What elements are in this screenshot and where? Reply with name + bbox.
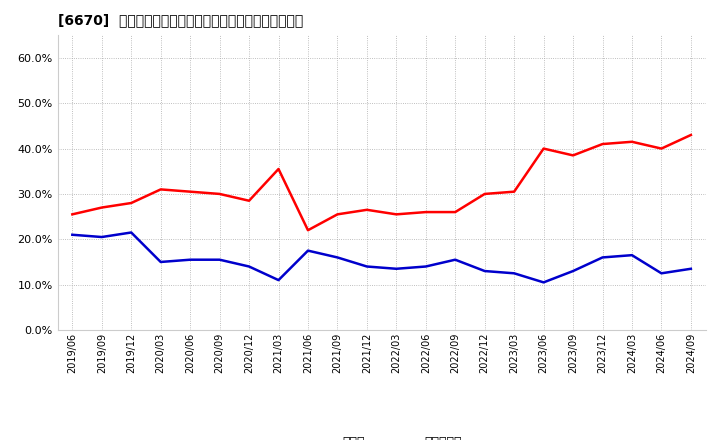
Legend: 現預金, 有利子負債: 現預金, 有利子負債 — [296, 431, 467, 440]
現預金 — [569, 153, 577, 158]
有利子負債 — [539, 280, 548, 285]
有利子負債 — [333, 255, 342, 260]
Text: [6670]  現預金、有利子負債の総資産に対する比率の推移: [6670] 現預金、有利子負債の総資産に対する比率の推移 — [58, 13, 303, 27]
現預金 — [333, 212, 342, 217]
Line: 現預金: 現預金 — [72, 135, 691, 230]
有利子負債 — [392, 266, 400, 271]
現預金 — [274, 166, 283, 172]
現預金 — [363, 207, 372, 213]
有利子負債 — [97, 235, 106, 240]
現預金 — [245, 198, 253, 203]
現預金 — [598, 141, 607, 147]
現預金 — [156, 187, 165, 192]
有利子負債 — [363, 264, 372, 269]
現預金 — [421, 209, 430, 215]
有利子負債 — [274, 278, 283, 283]
有利子負債 — [480, 268, 489, 274]
有利子負債 — [510, 271, 518, 276]
Line: 有利子負債: 有利子負債 — [72, 232, 691, 282]
現預金 — [304, 227, 312, 233]
現預金 — [68, 212, 76, 217]
現預金 — [628, 139, 636, 144]
現預金 — [127, 200, 135, 205]
現預金 — [657, 146, 666, 151]
現預金 — [480, 191, 489, 197]
有利子負債 — [245, 264, 253, 269]
有利子負債 — [304, 248, 312, 253]
現預金 — [97, 205, 106, 210]
有利子負債 — [451, 257, 459, 262]
有利子負債 — [186, 257, 194, 262]
有利子負債 — [628, 253, 636, 258]
有利子負債 — [68, 232, 76, 238]
有利子負債 — [657, 271, 666, 276]
現預金 — [687, 132, 696, 138]
現預金 — [539, 146, 548, 151]
有利子負債 — [598, 255, 607, 260]
有利子負債 — [421, 264, 430, 269]
現預金 — [451, 209, 459, 215]
有利子負債 — [156, 259, 165, 264]
有利子負債 — [687, 266, 696, 271]
現預金 — [392, 212, 400, 217]
現預金 — [186, 189, 194, 194]
現預金 — [215, 191, 224, 197]
有利子負債 — [127, 230, 135, 235]
現預金 — [510, 189, 518, 194]
有利子負債 — [569, 268, 577, 274]
有利子負債 — [215, 257, 224, 262]
